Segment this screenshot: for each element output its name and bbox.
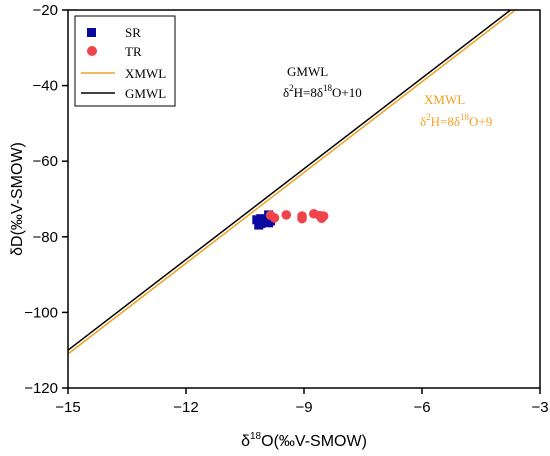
- tr-point: [297, 213, 307, 224]
- y-tick-label: −100: [24, 304, 58, 321]
- xmwl-equation: δ2H=8δ18O+9: [420, 112, 492, 129]
- sr-point: [266, 216, 276, 226]
- legend-tr-marker: [87, 46, 97, 56]
- legend-xmwl-label: XMWL: [125, 66, 166, 81]
- x-axis-title: δ18O(‰V-SMOW): [241, 431, 367, 450]
- sr-point: [252, 215, 262, 225]
- y-tick-label: −40: [33, 78, 58, 95]
- plot-content: [67, 9, 516, 355]
- sr-point: [254, 220, 264, 230]
- legend: SR TR XMWL GMWL: [74, 15, 176, 107]
- axis-ticks: −15 −12 −9 −6 −3 −120 −100 −80 −60 −40 −20: [24, 2, 548, 416]
- y-tick-label: −80: [33, 229, 58, 246]
- tr-point: [269, 213, 280, 223]
- x-tick-label: −6: [413, 399, 430, 416]
- y-tick-label: −120: [24, 380, 58, 397]
- legend-sr-marker: [87, 28, 96, 37]
- y-tick-label: −20: [33, 2, 58, 19]
- x-tick-label: −15: [55, 399, 80, 416]
- gmwl-line: [67, 9, 511, 351]
- x-tick-label: −12: [173, 399, 198, 416]
- x-tick-label: −9: [295, 399, 312, 416]
- legend-tr-label: TR: [125, 44, 142, 59]
- y-tick-label: −60: [33, 153, 58, 170]
- gmwl-label: GMWL: [287, 64, 328, 79]
- xmwl-line: [67, 9, 516, 355]
- x-tick-label: −3: [531, 399, 548, 416]
- tr-point: [281, 210, 292, 220]
- gmwl-equation: δ2H=8δ18O+10: [283, 83, 362, 100]
- legend-sr-label: SR: [125, 25, 141, 40]
- xmwl-label: XMWL: [424, 92, 465, 107]
- tr-point: [318, 211, 329, 221]
- y-axis-title: δD(‰V-SMOW): [9, 142, 26, 256]
- legend-gmwl-label: GMWL: [125, 86, 166, 101]
